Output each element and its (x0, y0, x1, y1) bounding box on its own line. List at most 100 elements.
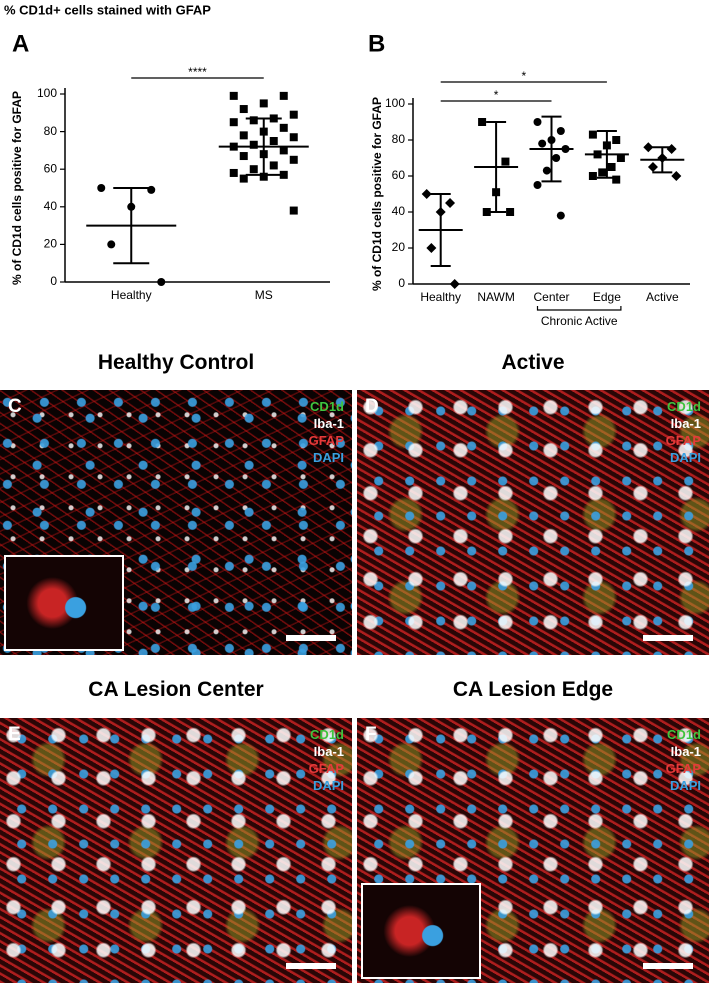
data-point (612, 136, 621, 144)
micrograph: F CD1d Iba-1 GFAP DAPI (357, 718, 709, 983)
data-point (542, 166, 551, 175)
x-tick-label: Healthy (111, 288, 152, 302)
data-point (279, 91, 288, 100)
y-tick-label: 100 (37, 86, 57, 100)
significance-label: **** (188, 65, 207, 79)
panel-letter: C (8, 396, 22, 417)
scale-bar (286, 635, 336, 641)
data-point (588, 172, 597, 180)
channel-label: Iba-1 (313, 416, 344, 431)
y-tick-label: 80 (392, 132, 406, 146)
data-point (269, 161, 278, 170)
data-point (556, 127, 565, 135)
channel-label: DAPI (312, 450, 344, 465)
data-point (533, 118, 542, 126)
data-point (647, 162, 658, 172)
micrograph: C CD1d Iba-1 GFAP DAPI (0, 390, 352, 655)
data-point (289, 110, 298, 119)
inset (4, 555, 124, 651)
panel-letter: F (365, 724, 377, 745)
x-tick-label: Active (646, 290, 679, 304)
panel-title: Healthy Control (97, 351, 255, 374)
bracket (536, 306, 622, 311)
channel-label: Iba-1 (313, 744, 344, 759)
channel-legend: CD1d Iba-1 GFAP DAPI (666, 726, 701, 794)
panel-letter: D (365, 396, 379, 417)
bracket-label: Chronic Active (541, 314, 618, 328)
x-tick-label: Edge (593, 290, 621, 304)
channel-label: Iba-1 (670, 744, 701, 759)
channel-label: GFAP (308, 761, 344, 776)
micrograph: E CD1d Iba-1 GFAP DAPI (0, 718, 352, 983)
figure-title: % CD1d+ cells stained with GFAP (4, 2, 211, 17)
data-point (552, 154, 561, 162)
x-tick-label: Healthy (420, 290, 461, 304)
data-point (279, 146, 288, 155)
data-point (445, 198, 456, 208)
micrograph: D CD1d Iba-1 GFAP DAPI (357, 390, 709, 655)
y-tick-label: 20 (392, 240, 406, 254)
data-point (249, 116, 258, 125)
data-point (616, 154, 625, 162)
data-point (289, 133, 298, 142)
significance-label: * (494, 88, 499, 102)
inset (361, 883, 481, 979)
data-point (598, 168, 607, 177)
channel-label: Iba-1 (670, 416, 701, 431)
y-tick-label: 60 (392, 168, 406, 182)
channel-legend: CD1d Iba-1 GFAP DAPI (666, 398, 701, 466)
y-tick-label: 40 (44, 199, 58, 213)
data-point (588, 130, 597, 139)
y-tick-label: 20 (44, 237, 58, 251)
data-point (538, 139, 547, 148)
channel-label: GFAP (665, 433, 701, 448)
significance-label: * (521, 69, 526, 83)
data-point (229, 118, 238, 127)
panel-letter: E (8, 724, 21, 745)
channel-label: CD1d (310, 399, 344, 414)
channel-label: GFAP (308, 433, 344, 448)
data-point (612, 175, 621, 184)
y-tick-label: 0 (398, 276, 405, 290)
y-tick-label: 100 (385, 96, 405, 110)
channel-label: DAPI (669, 450, 701, 465)
data-point (107, 240, 116, 249)
data-point (506, 208, 515, 216)
data-point (249, 140, 258, 149)
data-point (501, 157, 510, 166)
data-point (157, 278, 166, 286)
data-point (279, 170, 288, 179)
data-point (289, 206, 298, 215)
data-point (556, 211, 565, 220)
panel-letter: A (12, 30, 29, 57)
data-point (97, 184, 106, 192)
panel-title: CA Lesion Edge (452, 678, 614, 701)
data-point (259, 172, 268, 181)
data-point (239, 105, 248, 114)
channel-label: DAPI (669, 778, 701, 793)
data-point (666, 144, 677, 154)
channel-label: CD1d (667, 399, 701, 414)
panel-title: Active (501, 351, 565, 374)
y-tick-label: 60 (44, 161, 58, 175)
panel-letter: B (368, 30, 385, 57)
y-tick-label: 0 (50, 274, 57, 288)
panel-title: CA Lesion Center (88, 678, 264, 701)
data-point (478, 118, 487, 126)
charts: % CD1d+ cells stained with GFAP A % of CD… (4, 2, 690, 328)
x-tick-label: MS (255, 288, 273, 302)
channel-label: DAPI (312, 778, 344, 793)
channel-label: CD1d (667, 727, 701, 742)
channel-label: CD1d (310, 727, 344, 742)
channel-legend: CD1d Iba-1 GFAP DAPI (309, 398, 344, 466)
x-tick-label: NAWM (477, 290, 515, 304)
data-point (249, 165, 258, 174)
data-point (643, 142, 654, 153)
data-point (426, 243, 437, 253)
data-point (239, 131, 248, 140)
data-point (259, 99, 268, 108)
y-axis-label: % of CD1d cells positive for GFAP (10, 91, 24, 285)
data-point (533, 181, 542, 189)
x-tick-label: Center (533, 290, 569, 304)
y-tick-label: 40 (392, 204, 406, 218)
